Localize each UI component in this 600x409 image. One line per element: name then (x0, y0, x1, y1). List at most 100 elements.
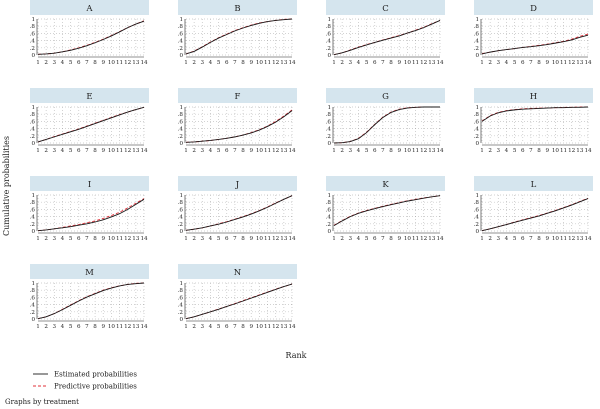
x-tick-label: 8 (537, 148, 541, 154)
x-tick-label: 11 (264, 324, 271, 330)
y-axis-label: Cumulative probabilities (2, 136, 11, 236)
x-tick-label: 2 (192, 60, 196, 66)
panel-j: J0.2.4.6.811 2 3 4 5 6 7 8 9 10 11 12 13 14 (178, 176, 297, 242)
x-tick-label: 5 (365, 60, 369, 66)
x-tick-label: 4 (209, 60, 213, 66)
x-tick-label: 1 (184, 236, 188, 242)
y-tick-label: .4 (30, 215, 36, 221)
x-tick-label: 14 (288, 60, 296, 66)
predictive-line (37, 20, 145, 55)
y-tick-label: .8 (326, 112, 332, 118)
x-tick-label: 11 (412, 60, 419, 66)
y-tick-label: .8 (30, 24, 36, 30)
y-tick-label: .8 (474, 24, 480, 30)
y-tick-label: 1 (475, 17, 479, 23)
x-tick-label: 9 (397, 148, 401, 154)
x-tick-label: 10 (552, 236, 560, 242)
y-tick-label: .8 (474, 112, 480, 118)
x-tick-label: 10 (108, 324, 116, 330)
x-tick-label: 4 (209, 148, 213, 154)
x-tick-label: 1 (36, 60, 40, 66)
y-tick-label: .2 (30, 134, 36, 140)
x-tick-label: 4 (61, 60, 65, 66)
y-tick-label: .8 (178, 112, 184, 118)
panel-l: L0.2.4.6.811 2 3 4 5 6 7 8 9 10 11 12 13 14 (474, 176, 593, 242)
x-tick-label: 7 (529, 236, 533, 242)
y-tick-label: .6 (474, 119, 480, 125)
x-tick-label: 3 (201, 148, 205, 154)
legend-estimated-label: Estimated probabilities (54, 371, 137, 379)
y-tick-label: .4 (326, 215, 332, 221)
y-tick-label: .6 (326, 31, 332, 37)
x-tick-label: 2 (192, 236, 196, 242)
y-tick-label: 0 (475, 141, 479, 147)
panel-label: M (85, 268, 94, 278)
x-tick-label: 11 (116, 236, 123, 242)
x-tick-label: 3 (349, 148, 353, 154)
x-tick-label: 4 (505, 236, 509, 242)
x-tick-label: 13 (428, 236, 436, 242)
x-tick-label: 1 (184, 324, 188, 330)
x-tick-label: 7 (381, 236, 385, 242)
x-tick-label: 7 (85, 236, 89, 242)
x-tick-label: 9 (101, 324, 105, 330)
x-tick-label: 3 (349, 60, 353, 66)
y-tick-label: 1 (475, 193, 479, 199)
x-tick-label: 4 (209, 236, 213, 242)
panel-k: K0.2.4.6.811 2 3 4 5 6 7 8 9 10 11 12 13 14 (326, 176, 445, 242)
estimated-line (333, 195, 441, 226)
x-tick-label: 14 (140, 60, 148, 66)
y-tick-label: .6 (474, 31, 480, 37)
panel-header (30, 176, 149, 191)
x-tick-label: 2 (488, 236, 492, 242)
estimated-line (37, 198, 145, 232)
x-tick-label: 9 (101, 60, 105, 66)
y-tick-label: 0 (327, 53, 331, 59)
y-tick-label: 1 (179, 105, 183, 111)
x-tick-label: 10 (404, 60, 412, 66)
x-tick-label: 8 (93, 60, 97, 66)
panel-i: I0.2.4.6.811 2 3 4 5 6 7 8 9 10 11 12 13 14 (30, 176, 149, 242)
panel-header (178, 176, 297, 191)
y-tick-label: .4 (178, 215, 184, 221)
x-tick-label: 7 (233, 236, 237, 242)
x-tick-label: 8 (93, 148, 97, 154)
x-tick-label: 13 (280, 324, 288, 330)
y-tick-label: .6 (30, 31, 36, 37)
x-tick-label: 10 (108, 60, 116, 66)
x-tick-label: 9 (397, 60, 401, 66)
x-tick-label: 5 (217, 324, 221, 330)
panel-header (474, 88, 593, 103)
panel-label: J (235, 180, 240, 190)
x-tick-label: 14 (140, 236, 148, 242)
panel-label: I (88, 180, 91, 190)
y-tick-label: .6 (178, 295, 184, 301)
x-tick-label: 6 (373, 236, 377, 242)
x-tick-label: 12 (568, 148, 576, 154)
y-tick-label: 1 (31, 193, 35, 199)
y-tick-label: .2 (474, 46, 480, 52)
y-tick-label: .4 (326, 39, 332, 45)
y-tick-label: .8 (30, 200, 36, 206)
y-tick-label: .2 (178, 46, 184, 52)
y-tick-label: 0 (327, 141, 331, 147)
x-tick-label: 13 (132, 148, 140, 154)
x-tick-label: 2 (488, 60, 492, 66)
panel-grid: A0.2.4.6.811 2 3 4 5 6 7 8 9 10 11 12 13 14B0.2.4.6.8… (30, 0, 593, 330)
x-tick-label: 11 (116, 60, 123, 66)
x-tick-label: 12 (124, 236, 132, 242)
x-tick-label: 4 (505, 60, 509, 66)
x-tick-label: 12 (420, 148, 428, 154)
x-tick-label: 6 (521, 148, 525, 154)
panel-label: K (382, 180, 389, 190)
y-tick-label: .6 (326, 207, 332, 213)
x-tick-label: 13 (428, 60, 436, 66)
predictive-line (333, 106, 440, 144)
x-tick-label: 4 (357, 236, 361, 242)
x-tick-label: 12 (568, 60, 576, 66)
panel-b: B0.2.4.6.811 2 3 4 5 6 7 8 9 10 11 12 13 14 (178, 0, 297, 66)
x-tick-label: 13 (280, 60, 288, 66)
y-tick-label: 1 (31, 281, 35, 287)
x-axis-label: Rank (286, 351, 307, 360)
x-tick-label: 4 (61, 324, 65, 330)
